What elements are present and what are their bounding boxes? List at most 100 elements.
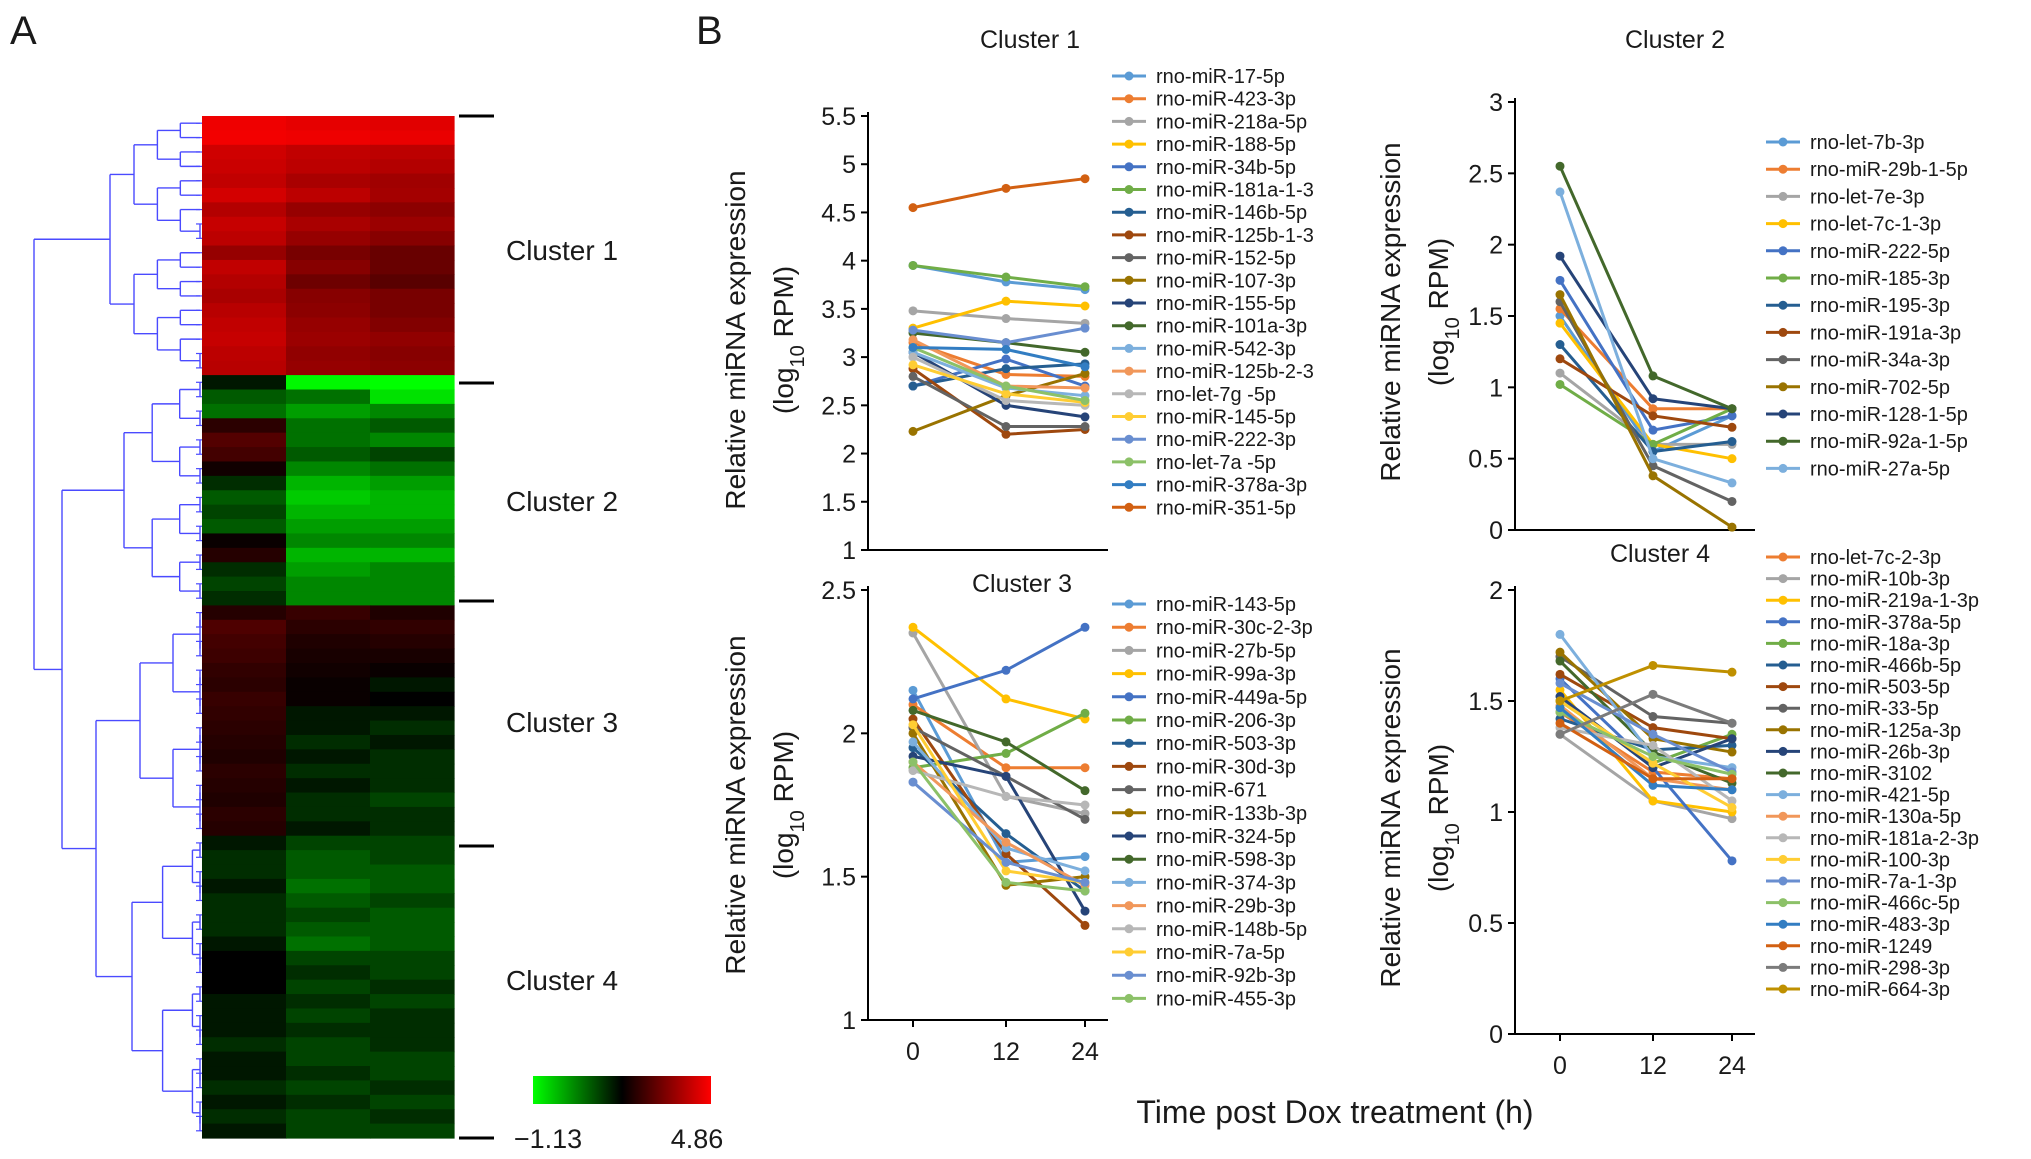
legend-swatch-marker xyxy=(1124,480,1134,490)
data-point xyxy=(1727,454,1737,464)
heatmap-cell xyxy=(370,878,455,894)
data-point xyxy=(1001,791,1011,801)
heatmap-cell xyxy=(202,691,287,707)
heatmap-cell xyxy=(286,130,371,146)
data-point xyxy=(1648,689,1658,699)
y-tick-label: 1 xyxy=(1489,374,1503,402)
series-line xyxy=(1558,255,1733,411)
data-point xyxy=(1001,771,1011,781)
color-scale-min: −1.13 xyxy=(514,1124,582,1154)
legend-label: rno-miR-146b-5p xyxy=(1156,202,1307,224)
y-tick-label: 5 xyxy=(842,151,856,179)
legend-swatch-marker xyxy=(1124,71,1134,81)
y-axis-label: Relative miRNA expression xyxy=(1375,648,1406,987)
heatmap-cell xyxy=(202,1022,287,1038)
heatmap-cell xyxy=(202,547,287,563)
heatmap-cell xyxy=(286,634,371,650)
heatmap-cell xyxy=(202,1051,287,1067)
legend-swatch-marker xyxy=(1778,355,1788,365)
legend-swatch-marker xyxy=(1778,246,1788,256)
heatmap-cell xyxy=(370,1109,455,1125)
heatmap-cell xyxy=(370,1066,455,1082)
data-point xyxy=(1648,740,1658,750)
heatmap-cell xyxy=(370,403,455,419)
series-line xyxy=(912,264,1086,289)
data-point xyxy=(1555,290,1565,300)
data-point xyxy=(1727,814,1737,824)
heatmap-cell xyxy=(286,317,371,333)
chart-title: Cluster 1 xyxy=(980,26,1080,54)
y-tick-label: 1.5 xyxy=(1468,688,1503,716)
heatmap-cell xyxy=(370,490,455,506)
heatmap-cell xyxy=(286,691,371,707)
y-tick-label: 1.5 xyxy=(1468,303,1503,331)
data-point xyxy=(1555,696,1565,706)
heatmap-cell xyxy=(202,475,287,491)
heatmap-cell xyxy=(286,403,371,419)
series-line xyxy=(912,299,1086,330)
data-point xyxy=(1555,368,1565,378)
heatmap-cell xyxy=(202,1037,287,1053)
data-point xyxy=(1080,906,1090,916)
heatmap-cell xyxy=(286,720,371,736)
heatmap-cell xyxy=(286,187,371,203)
legend-label: rno-miR-92a-1-5p xyxy=(1810,431,1968,453)
color-scale-bar: −1.13 4.86 xyxy=(514,1076,723,1154)
heatmap-cell xyxy=(370,619,455,635)
heatmap-cell xyxy=(370,447,455,463)
legend-label: rno-miR-466c-5p xyxy=(1810,893,1960,915)
legend-label: rno-miR-29b-1-5p xyxy=(1810,159,1968,181)
heatmap-cell xyxy=(202,936,287,952)
legend-swatch-marker xyxy=(1124,412,1134,421)
legend-swatch-marker xyxy=(1124,389,1134,399)
heatmap-cell xyxy=(370,994,455,1010)
data-point xyxy=(1727,856,1737,866)
heatmap-cell xyxy=(370,461,455,477)
heatmap-cell xyxy=(202,216,287,232)
legend-label: rno-miR-29b-3p xyxy=(1156,896,1296,918)
y-axis-unit: (log10 RPM) xyxy=(768,731,809,879)
color-scale-gradient xyxy=(533,1076,711,1104)
heatmap-cell xyxy=(202,317,287,333)
heatmap-cell xyxy=(286,447,371,463)
data-point xyxy=(1080,886,1090,896)
cluster-label: Cluster 1 xyxy=(506,235,618,266)
legend-label: rno-miR-702-5p xyxy=(1810,377,1950,399)
panel-label-a: A xyxy=(10,9,37,53)
legend-label: rno-miR-219a-1-3p xyxy=(1810,590,1979,612)
legend-label: rno-miR-671 xyxy=(1156,780,1267,802)
data-point xyxy=(1555,656,1565,666)
data-point xyxy=(908,728,918,738)
data-point xyxy=(1727,747,1737,757)
heatmap-cell xyxy=(370,187,455,203)
heatmap-cell xyxy=(370,749,455,765)
legend-label: rno-miR-191a-3p xyxy=(1810,322,1961,344)
data-point xyxy=(1555,703,1565,713)
heatmap-cell xyxy=(370,547,455,563)
heatmap-cell xyxy=(202,835,287,851)
heatmap-cell xyxy=(286,490,371,506)
data-point xyxy=(1080,800,1090,810)
heatmap-cell xyxy=(202,562,287,578)
data-point xyxy=(1648,404,1658,414)
legend-label: rno-miR-374-3p xyxy=(1156,872,1296,894)
legend-label: rno-miR-3102 xyxy=(1810,763,1932,785)
series-line xyxy=(912,177,1086,210)
data-point xyxy=(1555,251,1565,261)
y-tick-label: 1 xyxy=(842,537,856,565)
heatmap-cell xyxy=(202,749,287,765)
heatmap-cell xyxy=(202,447,287,463)
data-point xyxy=(1080,763,1090,773)
legend-swatch-marker xyxy=(1124,669,1134,679)
legend-swatch-marker xyxy=(1124,854,1134,864)
legend-swatch-marker xyxy=(1124,808,1134,818)
heatmap-cell xyxy=(370,1123,455,1139)
legend-swatch-marker xyxy=(1124,761,1134,771)
data-point xyxy=(1555,678,1565,688)
legend-swatch-marker xyxy=(1778,876,1788,886)
heatmap-cell xyxy=(370,1080,455,1096)
heatmap-cell xyxy=(370,965,455,981)
heatmap-cell xyxy=(202,360,287,376)
heatmap-cell xyxy=(286,706,371,722)
y-axis-unit-subscript: 10 xyxy=(1442,823,1464,845)
